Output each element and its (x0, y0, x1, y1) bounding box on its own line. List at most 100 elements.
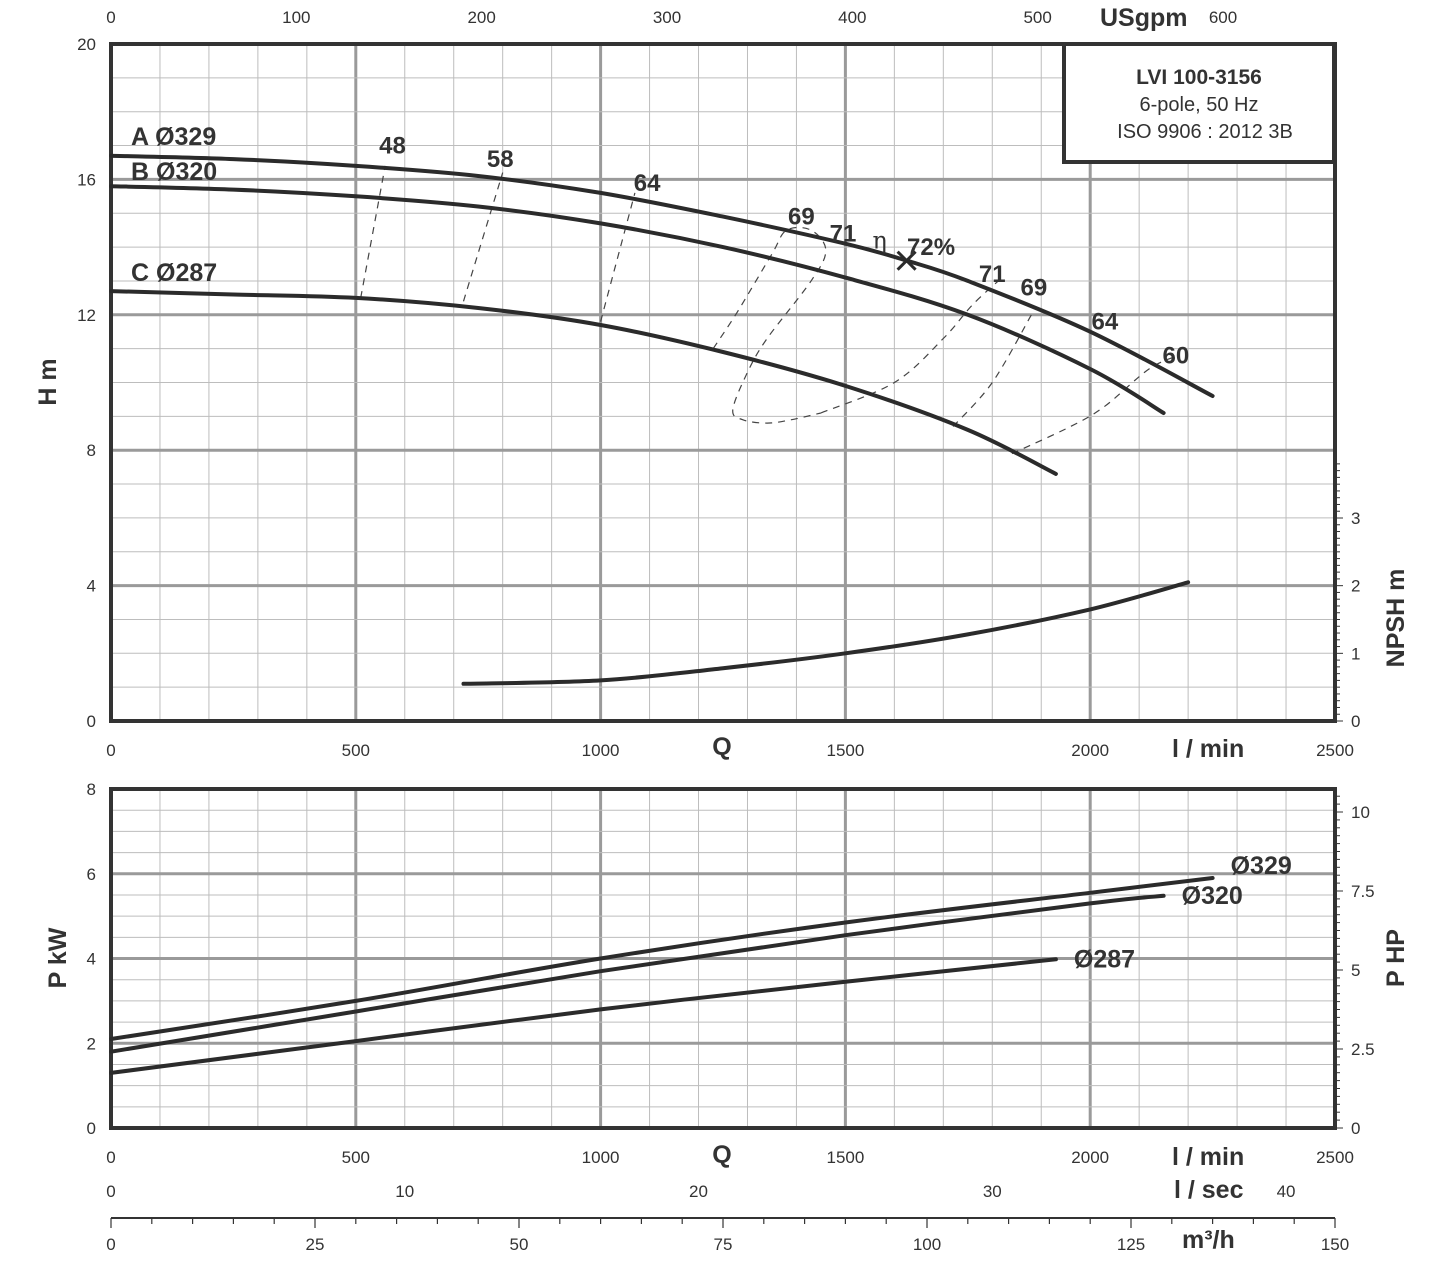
lsec-tick-label: 40 (1277, 1182, 1296, 1201)
power-y-tick-label: 0 (87, 1119, 96, 1138)
efficiency-label: 64 (1092, 309, 1119, 336)
power-y2-label: P HP (1382, 929, 1410, 987)
model-title: LVI 100-3156 (1136, 66, 1262, 89)
efficiency-label: 71 (979, 261, 1006, 288)
hp-tick-label: 2.5 (1351, 1040, 1375, 1059)
bep-marker (896, 250, 917, 271)
efficiency-contour (600, 192, 636, 322)
head-x-tick-label: 2000 (1071, 741, 1109, 760)
efficiency-label: 69 (788, 204, 815, 231)
hp-tick-label: 0 (1351, 1119, 1360, 1138)
efficiency-label: 48 (379, 133, 406, 160)
power-x-tick-label: 500 (342, 1148, 370, 1167)
head-x-unit: l / min (1172, 735, 1244, 763)
head-y-label: H m (34, 358, 62, 405)
head-y-tick-label: 0 (87, 712, 96, 731)
power-curve-label: Ø320 (1182, 882, 1243, 910)
power-y-tick-label: 8 (87, 780, 96, 799)
usgpm-tick-label: 500 (1023, 8, 1051, 27)
efficiency-label: 58 (487, 146, 514, 173)
head-panel-frame (109, 42, 1337, 723)
hp-tick-label: 5 (1351, 961, 1360, 980)
head-y-tick-label: 16 (77, 170, 96, 189)
efficiency-label: 60 (1163, 342, 1190, 369)
npsh-tick-label: 2 (1351, 577, 1360, 596)
usgpm-tick-label: 100 (282, 8, 310, 27)
efficiency-contours (360, 165, 1179, 455)
head-y-tick-label: 8 (87, 441, 96, 460)
efficiency-contour (360, 165, 386, 299)
npsh-y-label: NPSH m (1382, 569, 1410, 668)
usgpm-tick-label: 600 (1209, 8, 1237, 27)
model-subtitle-1: 6-pole, 50 Hz (1140, 94, 1259, 116)
head-grid (111, 44, 1335, 721)
usgpm-tick-label: 300 (653, 8, 681, 27)
head-y-tick-label: 4 (87, 577, 96, 596)
text-labels: A Ø329 B Ø320 C Ø287 48 58 64 69 71 η 72% 71 69 64 60… (131, 123, 1292, 973)
power-y-tick-label: 2 (87, 1034, 96, 1053)
head-x-tick-label: 1500 (826, 741, 864, 760)
efficiency-contour (462, 172, 504, 302)
power-grid (111, 789, 1335, 1128)
head-curve (109, 153, 1215, 398)
head-x-tick-label: 2500 (1316, 741, 1354, 760)
efficiency-contour (952, 314, 1032, 427)
head-curve-label: C Ø287 (131, 259, 217, 287)
power-curve-label: Ø287 (1074, 945, 1135, 973)
head-y-tick-label: 20 (77, 35, 96, 54)
head-curve (109, 289, 1058, 476)
power-curve-label: Ø329 (1231, 852, 1292, 880)
head-x-tick-label: 500 (342, 741, 370, 760)
top-unit-label: USgpm (1100, 4, 1188, 32)
power-x-tick-label: 2500 (1316, 1148, 1354, 1167)
power-curve (109, 957, 1058, 1075)
power-x-tick-label: 0 (106, 1148, 115, 1167)
lsec-tick-label: 0 (106, 1182, 115, 1201)
npsh-tick-label: 3 (1351, 509, 1360, 528)
usgpm-tick-label: 0 (106, 8, 115, 27)
power-panel-frame (109, 787, 1337, 1130)
efficiency-label: 72% (907, 234, 955, 261)
model-subtitle-2: ISO 9906 : 2012 3B (1117, 121, 1293, 143)
lsec-unit-label: l / sec (1174, 1176, 1244, 1204)
m3h-tick-label: 0 (106, 1235, 115, 1254)
head-curve-label: A Ø329 (131, 123, 216, 151)
hp-tick-label: 10 (1351, 803, 1370, 822)
power-x-tick-label: 1500 (826, 1148, 864, 1167)
power-q-symbol: Q (712, 1141, 731, 1169)
usgpm-tick-label: 200 (467, 8, 495, 27)
hp-tick-label: 7.5 (1351, 882, 1375, 901)
m3h-tick-label: 25 (306, 1235, 325, 1254)
power-y-label: P kW (44, 927, 72, 988)
head-x-tick-label: 1000 (582, 741, 620, 760)
efficiency-label: η (872, 226, 886, 254)
efficiency-label: 69 (1021, 275, 1048, 302)
m3h-tick-label: 125 (1117, 1235, 1145, 1254)
m3h-tick-label: 100 (913, 1235, 941, 1254)
head-y-tick-label: 12 (77, 306, 96, 325)
lsec-tick-label: 10 (395, 1182, 414, 1201)
efficiency-contour (1011, 354, 1179, 455)
m3h-tick-label: 50 (510, 1235, 529, 1254)
m3h-tick-label: 150 (1321, 1235, 1349, 1254)
head-q-symbol: Q (712, 733, 731, 761)
m3h-tick-label: 75 (714, 1235, 733, 1254)
usgpm-tick-label: 400 (838, 8, 866, 27)
power-y-tick-label: 4 (87, 950, 96, 969)
curve-series (109, 153, 1215, 1075)
npsh-tick-label: 0 (1351, 712, 1360, 731)
efficiency-contour (820, 277, 1003, 414)
npsh-curve (461, 580, 1191, 686)
power-curve (109, 893, 1166, 1054)
lsec-tick-label: 20 (689, 1182, 708, 1201)
power-y-tick-label: 6 (87, 865, 96, 884)
power-x-tick-label: 1000 (582, 1148, 620, 1167)
efficiency-label: 71 (830, 221, 857, 248)
head-curve-label: B Ø320 (131, 158, 217, 186)
npsh-tick-label: 1 (1351, 644, 1360, 663)
power-x-unit: l / min (1172, 1143, 1244, 1171)
head-curve (109, 184, 1166, 415)
lsec-tick-label: 30 (983, 1182, 1002, 1201)
